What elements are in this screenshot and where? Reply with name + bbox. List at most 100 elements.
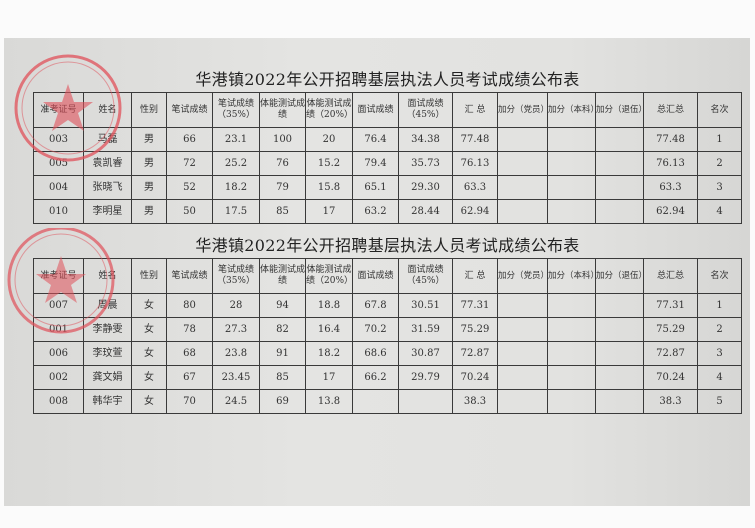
table-cell: 62.94 — [452, 199, 498, 224]
table-cell: 62.94 — [643, 199, 698, 224]
column-header: 汇 总 — [452, 92, 498, 128]
table-cell: 008 — [33, 389, 84, 414]
table-cell — [595, 175, 644, 200]
table-cell: 004 — [33, 175, 84, 200]
table-cell: 77.31 — [452, 293, 498, 318]
table-cell: 91 — [259, 341, 306, 366]
table-cell — [547, 175, 596, 200]
column-header: 笔试成绩 — [166, 92, 213, 128]
table-cell: 85 — [259, 199, 306, 224]
table-cell: 34.38 — [398, 127, 453, 152]
table-cell — [497, 175, 548, 200]
table-cell: 28.44 — [398, 199, 453, 224]
table-row: 004 张晓飞男 52 18.2 79 15.8 65.1 29.30 63.3 63.3 3 — [33, 175, 742, 200]
table-cell: 29.79 — [398, 365, 453, 390]
table-cell: 78 — [166, 317, 213, 342]
column-header: 笔试成绩（35%） — [212, 92, 260, 128]
table-row: 002 龚文娟女 67 23.45 85 17 66.2 29.79 70.24 70.24 4 — [33, 365, 742, 390]
column-header: 加分（本科） — [547, 92, 599, 128]
column-header: 面试成绩 — [352, 258, 399, 294]
column-header: 性别 — [131, 92, 167, 128]
table-cell: 女 — [131, 317, 167, 342]
table-row: 010 李明星男 50 17.5 85 17 63.2 28.44 62.94 62.94 4 — [33, 199, 742, 224]
table-cell: 52 — [166, 175, 213, 200]
table-cell: 15.2 — [305, 151, 353, 176]
table-cell: 77.48 — [452, 127, 498, 152]
table-cell: 27.3 — [212, 317, 260, 342]
table-cell: 63.3 — [643, 175, 698, 200]
table-cell: 38.3 — [452, 389, 498, 414]
table-2-title: 华港镇2022年公开招聘基层执法人员考试成绩公布表 — [195, 236, 580, 255]
table-cell: 63.3 — [452, 175, 498, 200]
table-cell: 75.29 — [452, 317, 498, 342]
table-cell: 70.2 — [352, 317, 399, 342]
table-cell — [547, 151, 596, 176]
table-cell: 79 — [259, 175, 306, 200]
column-header: 面试成绩 — [352, 92, 399, 128]
column-header: 性别 — [131, 258, 167, 294]
column-header: 加分（退伍） — [595, 92, 647, 128]
table-cell — [547, 365, 596, 390]
table-cell: 70 — [166, 389, 213, 414]
table-cell: 70.24 — [452, 365, 498, 390]
table-row: 006 李玟萱女 68 23.8 91 18.2 68.6 30.87 72.87 72.87 3 — [33, 341, 742, 366]
table-cell: 76.13 — [452, 151, 498, 176]
table-cell: 2 — [697, 317, 742, 342]
column-header: 面试成绩（45%） — [398, 258, 453, 294]
table-cell — [595, 293, 644, 318]
column-header: 体能测试成绩（20%） — [305, 92, 353, 128]
table-cell: 3 — [697, 341, 742, 366]
column-header: 汇 总 — [452, 258, 498, 294]
table-cell: 2 — [697, 151, 742, 176]
column-header: 总汇总 — [643, 258, 698, 294]
table-cell — [595, 151, 644, 176]
table-cell: 29.30 — [398, 175, 453, 200]
table-cell — [497, 389, 548, 414]
table-cell: 35.73 — [398, 151, 453, 176]
table-cell: 67.8 — [352, 293, 399, 318]
table-cell: 77.31 — [643, 293, 698, 318]
table-cell — [497, 151, 548, 176]
table-cell: 23.45 — [212, 365, 260, 390]
table-cell — [497, 293, 548, 318]
table-cell: 76 — [259, 151, 306, 176]
table-cell — [595, 389, 644, 414]
table-cell: 女 — [131, 293, 167, 318]
table-cell: 68.6 — [352, 341, 399, 366]
table-cell: 38.3 — [643, 389, 698, 414]
table-cell: 76.4 — [352, 127, 399, 152]
table-row: 007 周晨女 80 28 94 18.8 67.8 30.51 77.31 77.31 1 — [33, 293, 742, 318]
table-cell: 1 — [697, 293, 742, 318]
table-cell: 23.1 — [212, 127, 260, 152]
table-cell: 20 — [305, 127, 353, 152]
table-cell: 72.87 — [452, 341, 498, 366]
table-cell: 77.48 — [643, 127, 698, 152]
table-cell — [547, 341, 596, 366]
table-cell — [547, 317, 596, 342]
table-cell: 13.8 — [305, 389, 353, 414]
table-cell: 002 — [33, 365, 84, 390]
table-cell: 男 — [131, 175, 167, 200]
column-header: 体能测试成绩 — [259, 92, 306, 128]
column-header: 加分（党员） — [497, 258, 549, 294]
official-seal-stamp-1 — [14, 54, 122, 162]
table-cell: 女 — [131, 365, 167, 390]
table-cell — [497, 365, 548, 390]
table-cell: 15.8 — [305, 175, 353, 200]
table-cell: 25.2 — [212, 151, 260, 176]
table-row: 005 袁凯睿男 72 25.2 76 15.2 79.4 35.73 76.13 76.13 2 — [33, 151, 742, 176]
table-cell: 65.1 — [352, 175, 399, 200]
table-cell: 18.2 — [305, 341, 353, 366]
table-cell — [398, 389, 453, 414]
table-cell: 李明星 — [83, 199, 132, 224]
table-cell — [595, 341, 644, 366]
table-cell: 67 — [166, 365, 213, 390]
column-header: 加分（党员） — [497, 92, 549, 128]
table-cell — [497, 127, 548, 152]
table-1-title: 华港镇2022年公开招聘基层执法人员考试成绩公布表 — [195, 70, 580, 89]
table-cell: 80 — [166, 293, 213, 318]
table-cell: 龚文娟 — [83, 365, 132, 390]
table-cell: 72 — [166, 151, 213, 176]
table-cell: 76.13 — [643, 151, 698, 176]
column-header: 加分（本科） — [547, 258, 599, 294]
